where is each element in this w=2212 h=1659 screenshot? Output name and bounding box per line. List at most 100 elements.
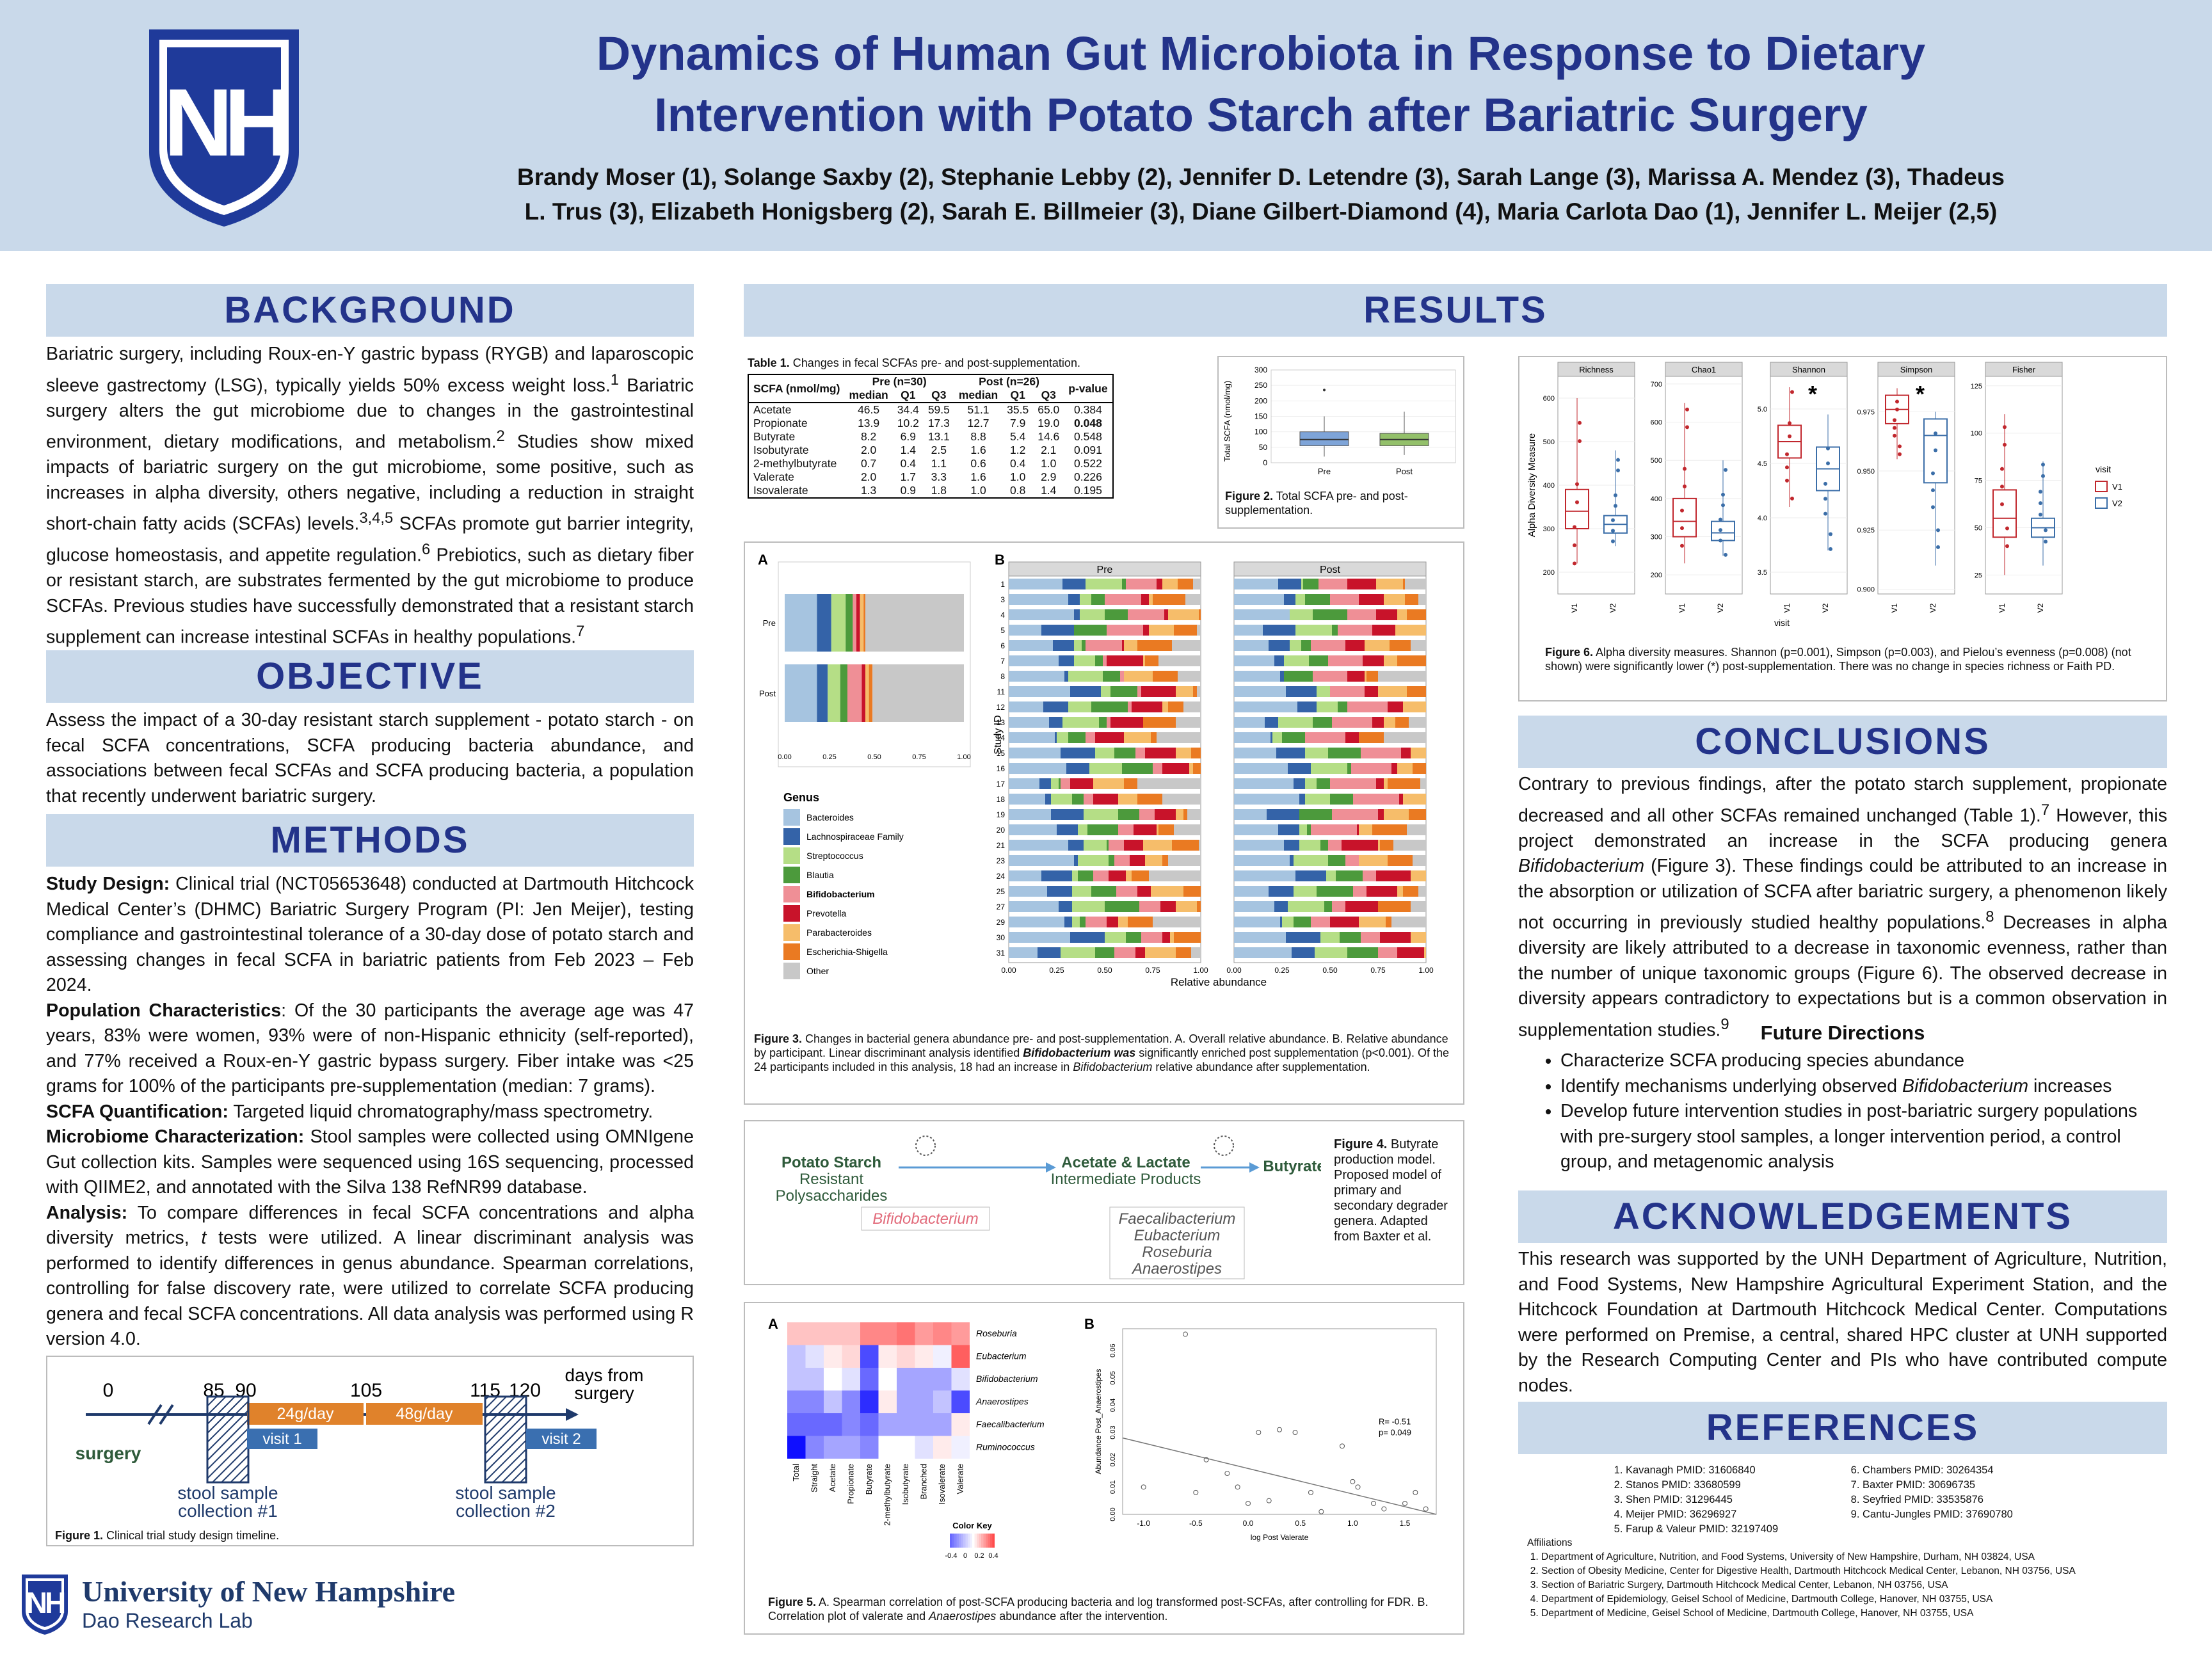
fig3b-segment	[1164, 609, 1168, 620]
fig3b-segment	[1332, 625, 1338, 636]
fig6-legend-swatch	[2095, 497, 2108, 509]
table-cell: Acetate	[753, 403, 792, 416]
figure-2-caption: Figure 2. Total SCFA pre- and post-suppl…	[1225, 489, 1455, 517]
fig3b-segment	[1284, 655, 1309, 666]
fig3b-segment	[1089, 763, 1122, 774]
table-cell: 2-methylbutyrate	[753, 457, 837, 470]
fig6-point	[1898, 444, 1902, 449]
fig6-ytick: 25	[1975, 572, 1982, 579]
fig5a-cell	[915, 1345, 933, 1368]
fig3b-segment	[1064, 671, 1068, 682]
fig3-legend-label: Parabacteroides	[806, 927, 872, 938]
methods-analysis-label: Analysis:	[46, 1202, 128, 1223]
caption-text: Clinical trial study design timeline.	[103, 1529, 280, 1542]
fig6-point	[1785, 478, 1789, 483]
fig3b-segment	[1234, 732, 1270, 743]
fig3b-segment	[1086, 917, 1107, 927]
fig3b-segment	[1384, 809, 1409, 820]
fig3b-ytick: 11	[997, 687, 1006, 696]
table-cell: 1.2	[1010, 444, 1026, 456]
fig3b-segment	[1288, 763, 1311, 774]
fig5b-xtick: -0.5	[1189, 1519, 1203, 1528]
footer-shield-icon: NH	[22, 1575, 68, 1635]
fig2-ytick: 150	[1254, 412, 1267, 421]
methods-text: Study Design: Clinical trial (NCT0565364…	[46, 872, 694, 1352]
fig6-box	[1992, 489, 2017, 538]
fig3a-segment	[846, 594, 853, 652]
fig3-legend-swatch	[783, 924, 800, 941]
fig3b-segment	[1061, 947, 1095, 958]
fig3b-segment	[1393, 840, 1426, 851]
fig5a-cell	[860, 1390, 879, 1413]
fig3b-segment	[1330, 917, 1359, 927]
table-cell: 1.6	[970, 444, 986, 456]
fig3b-segment	[1390, 640, 1411, 651]
fig3b-xtick: 0.00	[1001, 966, 1016, 975]
fig5b-point	[1183, 1331, 1188, 1337]
fig3b-segment	[1234, 932, 1286, 943]
fig3b-segment	[1280, 671, 1284, 682]
fig5a-cell	[824, 1322, 842, 1345]
fig3b-segment	[1109, 840, 1124, 851]
fig3b-segment	[1118, 917, 1128, 927]
fig3b-segment	[1068, 594, 1080, 605]
fig3b-segment	[1139, 901, 1160, 912]
fig3b-segment	[1055, 732, 1057, 743]
fig6-point	[1573, 525, 1576, 529]
fig6-point	[2039, 512, 2042, 517]
fig3b-segment	[1172, 840, 1199, 851]
fig3b-facet-label: Post	[1320, 565, 1341, 575]
fig3b-segment	[1105, 609, 1128, 620]
fig3b-segment	[1176, 947, 1191, 958]
fig5b-point	[1277, 1427, 1282, 1432]
fig3b-segment	[1080, 609, 1105, 620]
fig6-point	[2000, 467, 2004, 471]
fig6-point	[1936, 528, 1940, 533]
fig6-legend-swatch	[2095, 481, 2108, 492]
fig6-point	[1931, 471, 1935, 476]
figure-5-correlation: A B Roseburia Eubacterium Bifidobacterium Ana…	[744, 1302, 1464, 1635]
fig3b-segment	[1284, 840, 1299, 851]
background-p1c: Studies show mixed impacts of bariatric …	[46, 431, 694, 534]
fig3b-ytick: 24	[997, 872, 1006, 881]
fig5a-cell	[805, 1436, 824, 1459]
fig5a-cell	[897, 1368, 915, 1391]
ref-7: Baxter PMID: 30696735	[1863, 1478, 2106, 1493]
fig3b-segment	[1234, 717, 1265, 728]
fig3b-segment	[1009, 671, 1064, 682]
fig5a-cell	[842, 1413, 860, 1436]
fig5b-ylabel: Abundance Post_Anaerostipes	[1094, 1369, 1103, 1475]
fig3b-segment	[1099, 717, 1107, 728]
fig5b-xtick: -1.0	[1137, 1519, 1150, 1528]
fig5a-key-band	[983, 1534, 986, 1548]
fig3b-ytick: 5	[1000, 626, 1005, 635]
fig3b-segment	[1365, 640, 1390, 651]
table-cell: 0.048	[1074, 417, 1102, 429]
methods-heading: METHODS	[46, 814, 694, 867]
bifido-box	[861, 1206, 990, 1231]
fig5b-point	[1224, 1471, 1230, 1477]
fig3b-segment	[1051, 809, 1084, 820]
fig3b-segment	[1272, 732, 1282, 743]
fig3b-segment	[1299, 794, 1305, 805]
fig3b-segment	[1366, 886, 1397, 897]
table-row: Acetate 46.5 34.4 59.5 51.1 35.5 65.0 0.384	[748, 403, 1113, 417]
fig3a-segment	[817, 594, 831, 652]
fig3b-segment	[1386, 917, 1391, 927]
fig3b-segment	[1361, 748, 1401, 758]
fig3b-segment	[1091, 886, 1116, 897]
fig5a-cell	[915, 1413, 933, 1436]
arrow-2-head-icon	[1249, 1162, 1260, 1173]
background-p1: Bariatric surgery, including Roux-en-Y g…	[46, 344, 694, 396]
fig3b-segment	[1178, 579, 1193, 589]
fig3b-segment	[1299, 824, 1307, 835]
fig3a-segment	[840, 664, 847, 722]
fig6-point	[1931, 488, 1935, 492]
fig5a-cell	[842, 1345, 860, 1368]
fig3b-segment	[1168, 701, 1183, 712]
fig3b-segment	[1378, 840, 1380, 851]
fig5b-ytick: 0.06	[1109, 1343, 1117, 1357]
fig5b-point	[1340, 1443, 1345, 1449]
table-cell: Propionate	[753, 417, 808, 429]
fig3b-segment	[1391, 917, 1426, 927]
